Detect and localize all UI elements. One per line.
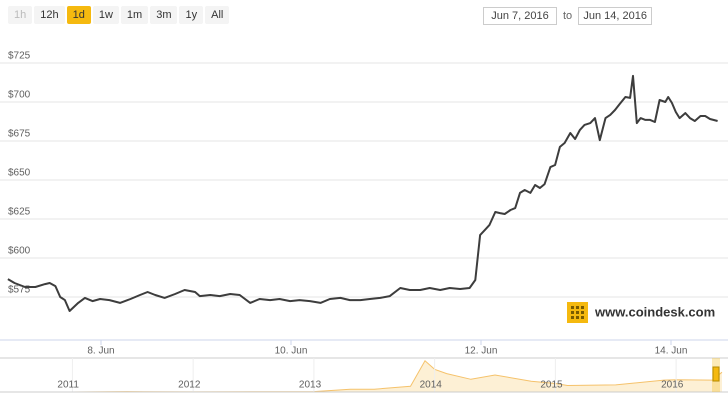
range-button[interactable]: 1w: [92, 6, 119, 24]
y-tick-label: $650: [8, 168, 31, 179]
watermark-logo-dot: [571, 316, 574, 319]
range-button[interactable]: 1y: [179, 6, 204, 24]
navigator-tick-label: 2016: [661, 380, 684, 391]
navigator-tick-label: 2011: [57, 380, 79, 391]
range-button[interactable]: 1h: [8, 6, 33, 24]
range-button[interactable]: 3m: [150, 6, 178, 24]
watermark-logo-dot: [581, 311, 584, 314]
watermark-logo-dot: [581, 306, 584, 309]
range-button[interactable]: 12h: [34, 6, 65, 24]
navigator-fill: [6, 360, 722, 392]
y-tick-label: $725: [8, 51, 31, 62]
navigator-handle[interactable]: [712, 366, 720, 382]
date-range: Jun 7, 2016 to Jun 14, 2016: [483, 7, 653, 25]
date-from[interactable]: Jun 7, 2016: [483, 7, 557, 25]
navigator-tick-label: 2012: [178, 380, 201, 391]
watermark-logo-dot: [581, 316, 584, 319]
x-tick-label: 10. Jun: [275, 346, 308, 357]
watermark-logo-dot: [571, 311, 574, 314]
watermark-text: www.coindesk.com: [594, 304, 715, 319]
watermark-logo-dot: [576, 306, 579, 309]
range-button[interactable]: 1m: [120, 6, 149, 24]
watermark-logo-dot: [571, 306, 574, 309]
navigator-tick-label: 2013: [299, 380, 322, 391]
y-tick-label: $700: [8, 90, 31, 101]
x-tick-label: 14. Jun: [655, 346, 688, 357]
date-separator: to: [563, 10, 573, 22]
watermark-logo-dot: [576, 316, 579, 319]
price-line: [7, 74, 718, 312]
date-to[interactable]: Jun 14, 2016: [578, 7, 653, 25]
y-tick-label: $600: [8, 246, 31, 257]
navigator-tick-label: 2015: [540, 380, 563, 391]
watermark: www.coindesk.com: [567, 302, 715, 323]
range-button[interactable]: All: [205, 6, 230, 24]
range-button[interactable]: 1d: [66, 6, 91, 24]
navigator-tick-label: 2014: [420, 380, 443, 391]
x-tick-label: 12. Jun: [465, 346, 498, 357]
y-tick-label: $675: [8, 129, 31, 140]
range-selector: 1h 12h 1d 1w 1m 3m 1y All: [8, 6, 230, 24]
watermark-logo-dot: [576, 311, 579, 314]
y-tick-label: $625: [8, 207, 31, 218]
y-tick-label: $575: [8, 285, 31, 296]
x-tick-label: 8. Jun: [87, 346, 114, 357]
